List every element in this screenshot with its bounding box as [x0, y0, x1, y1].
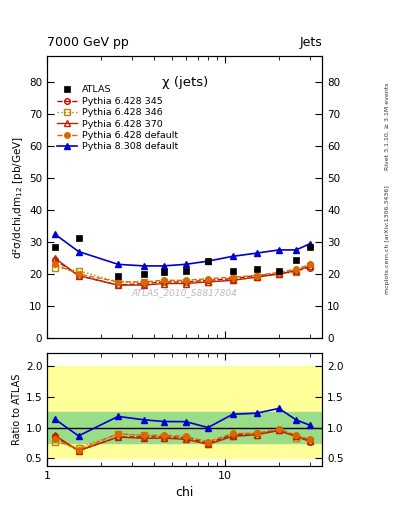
Pythia 8.308 default [294, 247, 299, 253]
Pythia 6.428 default [277, 269, 281, 275]
Pythia 8.308 default [277, 247, 281, 253]
Pythia 6.428 370 [308, 263, 313, 269]
Pythia 6.428 346 [116, 279, 120, 285]
Line: Pythia 6.428 346: Pythia 6.428 346 [52, 263, 313, 285]
Pythia 8.308 default [142, 263, 147, 269]
Pythia 6.428 default [161, 278, 166, 284]
Pythia 6.428 370 [206, 279, 210, 285]
ATLAS [308, 244, 313, 250]
ATLAS [161, 269, 166, 275]
Pythia 8.308 default [161, 263, 166, 269]
Pythia 6.428 345 [161, 279, 166, 285]
ATLAS [76, 235, 81, 241]
Line: Pythia 6.428 370: Pythia 6.428 370 [52, 255, 313, 288]
Pythia 6.428 345 [308, 264, 313, 270]
Legend: ATLAS, Pythia 6.428 345, Pythia 6.428 346, Pythia 6.428 370, Pythia 6.428 defaul: ATLAS, Pythia 6.428 345, Pythia 6.428 34… [55, 83, 180, 153]
Text: mcplots.cern.ch [arXiv:1306.3436]: mcplots.cern.ch [arXiv:1306.3436] [385, 185, 389, 294]
Pythia 6.428 346 [277, 271, 281, 277]
ATLAS [142, 271, 147, 277]
Pythia 6.428 370 [116, 282, 120, 288]
Pythia 8.308 default [116, 261, 120, 267]
Pythia 6.428 346 [294, 269, 299, 275]
Pythia 6.428 346 [52, 264, 57, 270]
ATLAS [52, 244, 57, 250]
Pythia 6.428 default [142, 279, 147, 285]
Pythia 6.428 370 [294, 268, 299, 274]
Pythia 6.428 346 [230, 278, 235, 284]
Line: ATLAS: ATLAS [51, 234, 314, 279]
Pythia 6.428 default [206, 275, 210, 282]
Pythia 6.428 default [52, 261, 57, 267]
Pythia 6.428 345 [184, 279, 188, 285]
Pythia 6.428 345 [230, 275, 235, 282]
Pythia 6.428 default [116, 279, 120, 285]
Pythia 6.428 370 [254, 274, 259, 280]
Pythia 8.308 default [52, 231, 57, 237]
Pythia 6.428 default [76, 271, 81, 277]
Line: Pythia 6.428 345: Pythia 6.428 345 [52, 257, 313, 288]
Text: ATLAS_2010_S8817804: ATLAS_2010_S8817804 [132, 288, 238, 297]
Pythia 6.428 370 [142, 282, 147, 288]
Text: χ (jets): χ (jets) [162, 76, 208, 89]
Pythia 6.428 370 [230, 278, 235, 284]
Pythia 6.428 370 [161, 281, 166, 287]
Pythia 6.428 370 [277, 271, 281, 277]
Pythia 6.428 370 [76, 272, 81, 279]
Pythia 6.428 default [308, 261, 313, 267]
Pythia 6.428 default [230, 274, 235, 280]
ATLAS [294, 257, 299, 263]
Pythia 6.428 345 [206, 278, 210, 284]
Pythia 6.428 370 [52, 255, 57, 261]
X-axis label: chi: chi [176, 486, 194, 499]
Pythia 6.428 346 [76, 268, 81, 274]
Line: Pythia 6.428 default: Pythia 6.428 default [52, 262, 313, 285]
Pythia 6.428 345 [277, 271, 281, 277]
Pythia 6.428 default [184, 278, 188, 284]
ATLAS [230, 268, 235, 274]
Pythia 8.308 default [230, 253, 235, 260]
Bar [47, 366, 322, 458]
Pythia 8.308 default [184, 261, 188, 267]
Y-axis label: Ratio to ATLAS: Ratio to ATLAS [11, 374, 22, 445]
Pythia 8.308 default [206, 258, 210, 264]
Text: Jets: Jets [299, 36, 322, 49]
ATLAS [254, 266, 259, 272]
Pythia 6.428 346 [206, 279, 210, 285]
Pythia 6.428 345 [254, 272, 259, 279]
Line: Pythia 8.308 default: Pythia 8.308 default [51, 230, 314, 269]
Pythia 6.428 345 [52, 257, 57, 263]
Pythia 6.428 346 [254, 274, 259, 280]
ATLAS [206, 258, 210, 264]
Pythia 6.428 346 [161, 279, 166, 285]
Pythia 6.428 346 [308, 263, 313, 269]
Bar [47, 412, 322, 443]
Text: Rivet 3.1.10, ≥ 3.1M events: Rivet 3.1.10, ≥ 3.1M events [385, 83, 389, 170]
Pythia 8.308 default [76, 248, 81, 254]
Y-axis label: d²σ/dchi,dm$_{12}$ [pb/GeV]: d²σ/dchi,dm$_{12}$ [pb/GeV] [11, 136, 25, 259]
ATLAS [116, 272, 120, 279]
ATLAS [184, 268, 188, 274]
Pythia 6.428 345 [142, 281, 147, 287]
Text: 7000 GeV pp: 7000 GeV pp [47, 36, 129, 49]
Pythia 6.428 default [294, 266, 299, 272]
Pythia 6.428 346 [142, 279, 147, 285]
Pythia 6.428 345 [294, 268, 299, 274]
Pythia 6.428 345 [76, 272, 81, 279]
Pythia 6.428 345 [116, 282, 120, 288]
Pythia 6.428 default [254, 272, 259, 279]
Pythia 6.428 346 [184, 279, 188, 285]
Pythia 8.308 default [254, 250, 259, 256]
Pythia 8.308 default [308, 241, 313, 247]
ATLAS [277, 268, 281, 274]
Pythia 6.428 370 [184, 281, 188, 287]
